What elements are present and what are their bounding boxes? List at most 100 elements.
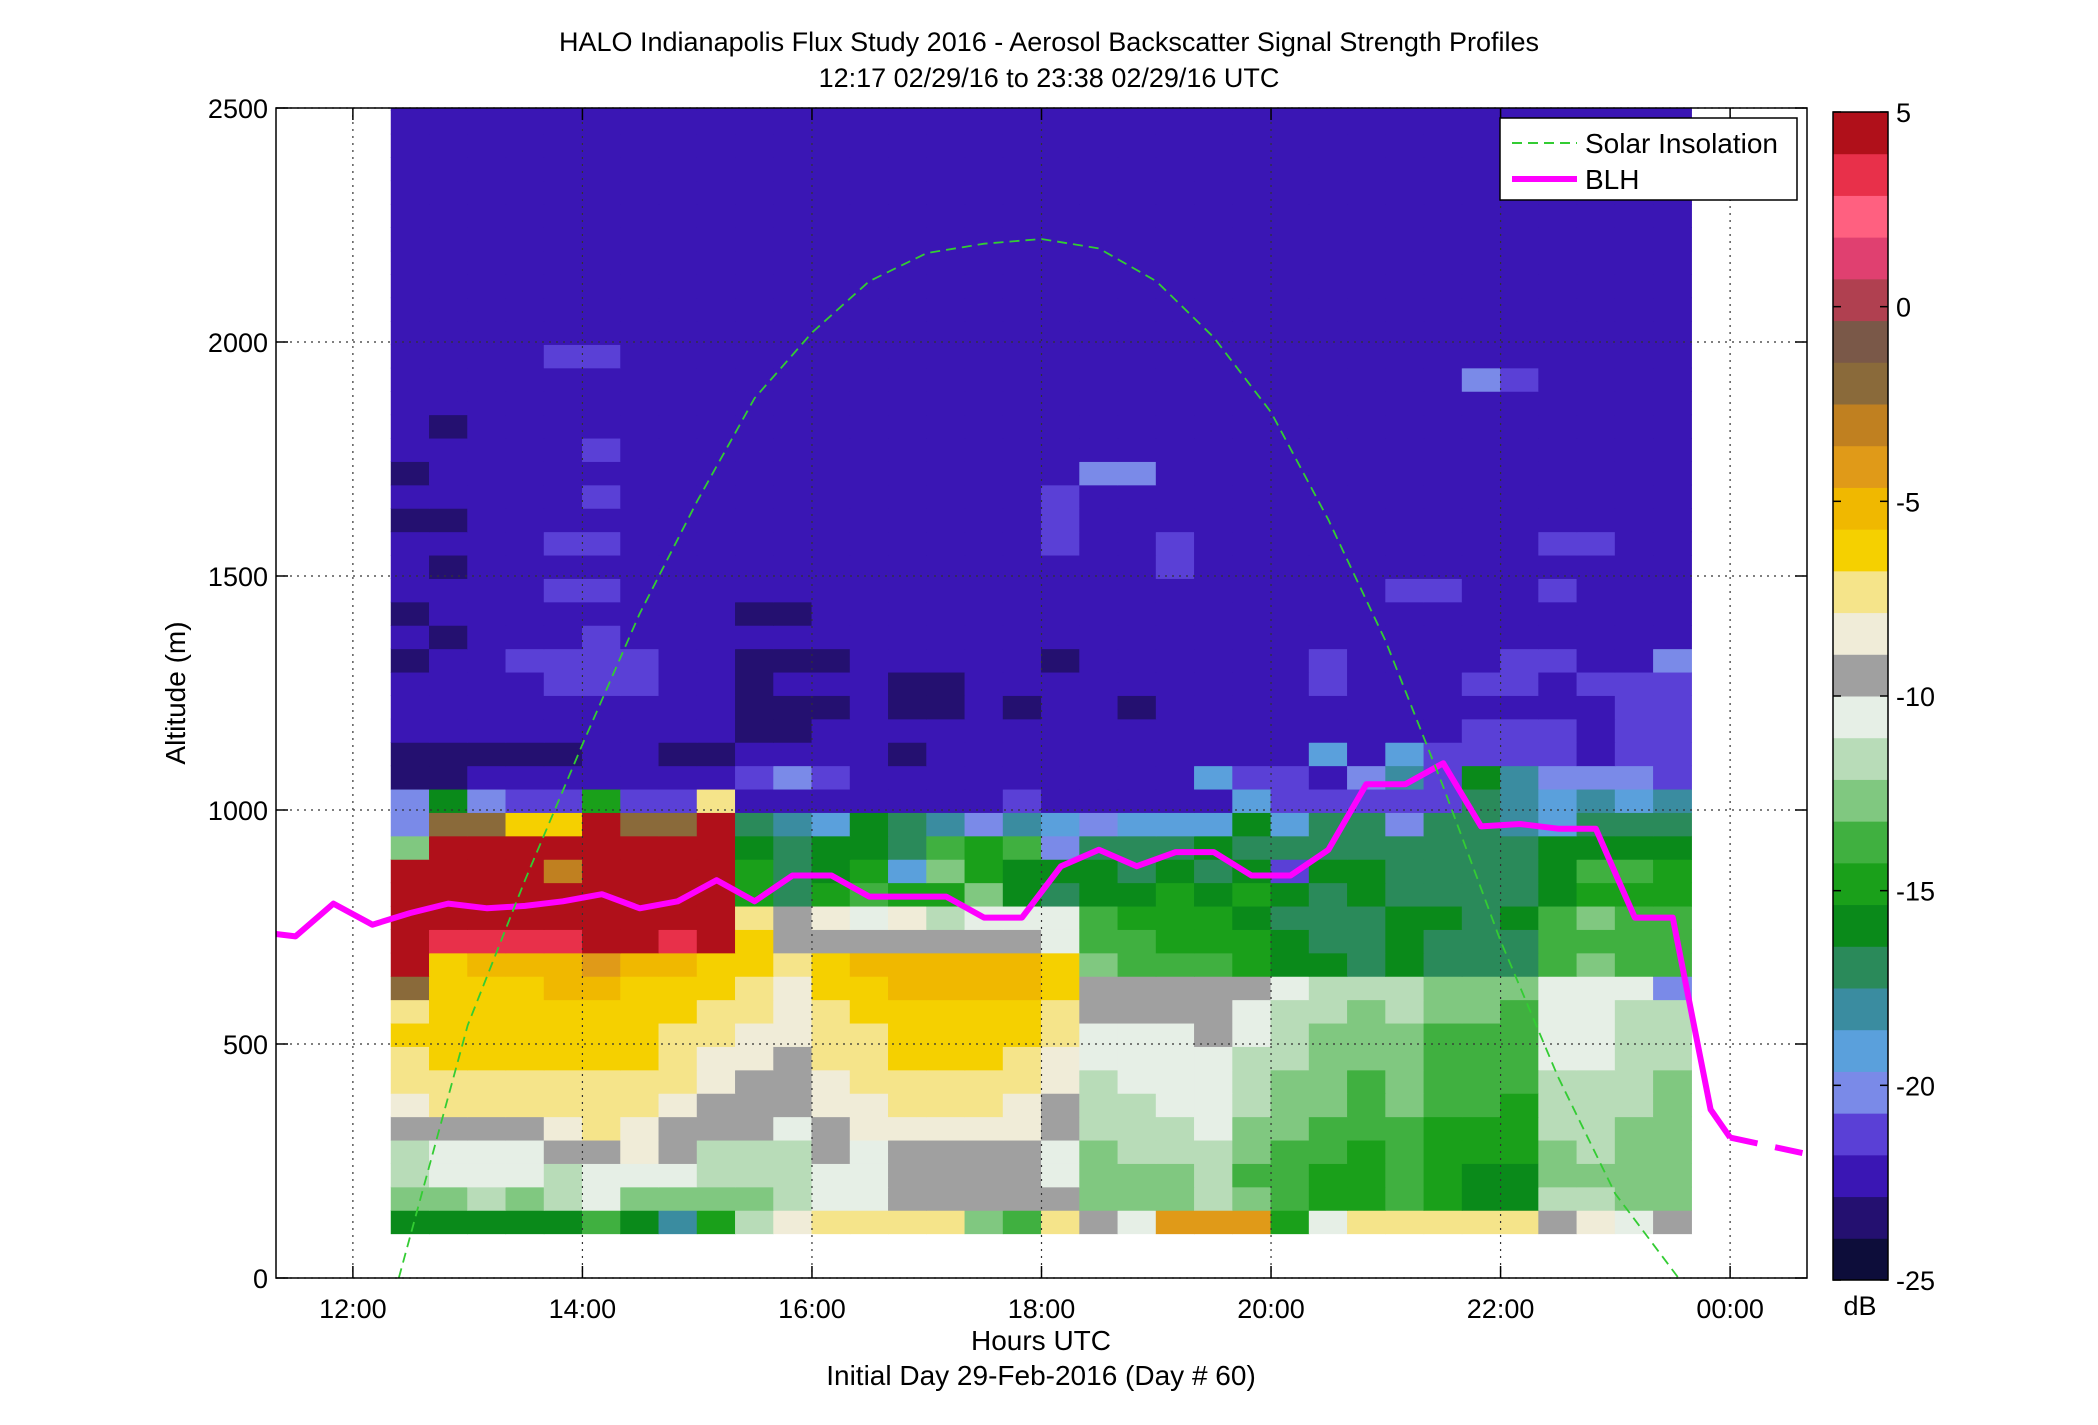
- heatmap-cell: [582, 578, 621, 603]
- heatmap-cell: [390, 1210, 430, 1235]
- heatmap-cell: [429, 835, 468, 860]
- heatmap-cell: [849, 999, 889, 1024]
- heatmap-cell: [1155, 133, 1195, 158]
- heatmap-cell: [1194, 648, 1233, 673]
- heatmap-cell: [467, 859, 507, 884]
- heatmap-cell: [1461, 367, 1501, 392]
- heatmap-cell: [1308, 227, 1348, 252]
- heatmap-cell: [1155, 625, 1195, 650]
- heatmap-cell: [1614, 227, 1654, 252]
- heatmap-cell: [1347, 320, 1386, 345]
- heatmap-cell: [1653, 344, 1692, 369]
- heatmap-cell: [658, 554, 698, 579]
- heatmap-cell: [696, 1069, 736, 1094]
- heatmap-cell: [620, 859, 660, 884]
- heatmap-cell: [543, 367, 583, 392]
- heatmap-cell: [849, 812, 889, 837]
- heatmap-cell: [1500, 952, 1539, 977]
- heatmap-cell: [696, 952, 736, 977]
- heatmap-cell: [390, 1116, 430, 1141]
- heatmap-cell: [467, 250, 507, 275]
- heatmap-cell: [888, 788, 927, 813]
- heatmap-cell: [888, 1046, 927, 1071]
- heatmap-cell: [1653, 203, 1692, 228]
- heatmap-cell: [1538, 578, 1578, 603]
- heatmap-cell: [1002, 1210, 1042, 1235]
- heatmap-cell: [620, 1163, 660, 1188]
- heatmap-cell: [1576, 578, 1616, 603]
- heatmap-cell: [505, 180, 545, 205]
- heatmap-cell: [1614, 1139, 1654, 1164]
- heatmap-cell: [1347, 835, 1386, 860]
- heatmap-cell: [964, 999, 1004, 1024]
- colorbar-segment: [1833, 1196, 1888, 1239]
- heatmap-cell: [1538, 1046, 1578, 1071]
- heatmap-cell: [543, 578, 583, 603]
- heatmap-cell: [1002, 508, 1042, 533]
- heatmap-cell: [926, 952, 966, 977]
- heatmap-cell: [1423, 1116, 1463, 1141]
- heatmap-cell: [1232, 648, 1272, 673]
- heatmap-cell: [1576, 203, 1616, 228]
- heatmap-cell: [1232, 835, 1272, 860]
- heatmap-cell: [505, 601, 545, 626]
- heatmap-cell: [1079, 601, 1119, 626]
- heatmap-cell: [1653, 1139, 1692, 1164]
- heatmap-cell: [888, 742, 927, 767]
- heatmap-cell: [964, 788, 1004, 813]
- heatmap-cell: [811, 695, 851, 720]
- heatmap-cell: [467, 882, 507, 907]
- heatmap-cell: [811, 1069, 851, 1094]
- heatmap-cell: [888, 1069, 927, 1094]
- heatmap-cell: [1347, 952, 1386, 977]
- heatmap-cell: [658, 110, 698, 135]
- heatmap-cell: [505, 742, 545, 767]
- heatmap-cell: [1117, 1093, 1157, 1118]
- heatmap-cell: [1270, 648, 1310, 673]
- heatmap-cell: [1576, 414, 1616, 439]
- heatmap-cell: [1653, 601, 1692, 626]
- heatmap-cell: [888, 484, 927, 509]
- heatmap-cell: [1538, 367, 1578, 392]
- heatmap-cell: [1461, 625, 1501, 650]
- heatmap-cell: [1576, 437, 1616, 462]
- colorbar-segment: [1833, 445, 1888, 488]
- heatmap-cell: [696, 742, 736, 767]
- heatmap-cell: [1538, 1163, 1578, 1188]
- heatmap-cell: [735, 1116, 774, 1141]
- heatmap-cell: [1194, 625, 1233, 650]
- heatmap-cell: [811, 1022, 851, 1047]
- heatmap-cell: [467, 952, 507, 977]
- heatmap-cell: [1500, 320, 1539, 345]
- heatmap-cell: [1423, 1069, 1463, 1094]
- heatmap-cell: [543, 227, 583, 252]
- heatmap-cell: [1117, 718, 1157, 743]
- heatmap-cell: [888, 625, 927, 650]
- heatmap-cell: [1232, 508, 1272, 533]
- heatmap-cell: [1002, 461, 1042, 486]
- heatmap-cell: [505, 648, 545, 673]
- heatmap-cell: [811, 274, 851, 299]
- heatmap-cell: [1117, 157, 1157, 182]
- heatmap-cell: [505, 1186, 545, 1211]
- heatmap-cell: [811, 648, 851, 673]
- heatmap-cell: [390, 671, 430, 696]
- heatmap-cell: [1347, 274, 1386, 299]
- heatmap-cell: [1385, 742, 1425, 767]
- heatmap-cell: [1538, 625, 1578, 650]
- heatmap-cell: [735, 905, 774, 930]
- heatmap-cell: [658, 250, 698, 275]
- heatmap-cell: [849, 1186, 889, 1211]
- heatmap-cell: [1461, 274, 1501, 299]
- heatmap-cell: [735, 508, 774, 533]
- heatmap-cell: [582, 437, 621, 462]
- heatmap-cell: [620, 812, 660, 837]
- heatmap-cell: [543, 601, 583, 626]
- heatmap-cell: [1270, 859, 1310, 884]
- heatmap-cell: [1232, 484, 1272, 509]
- heatmap-cell: [1155, 203, 1195, 228]
- heatmap-cell: [390, 999, 430, 1024]
- heatmap-cell: [735, 1093, 774, 1118]
- heatmap-cell: [811, 671, 851, 696]
- heatmap-cell: [1500, 648, 1539, 673]
